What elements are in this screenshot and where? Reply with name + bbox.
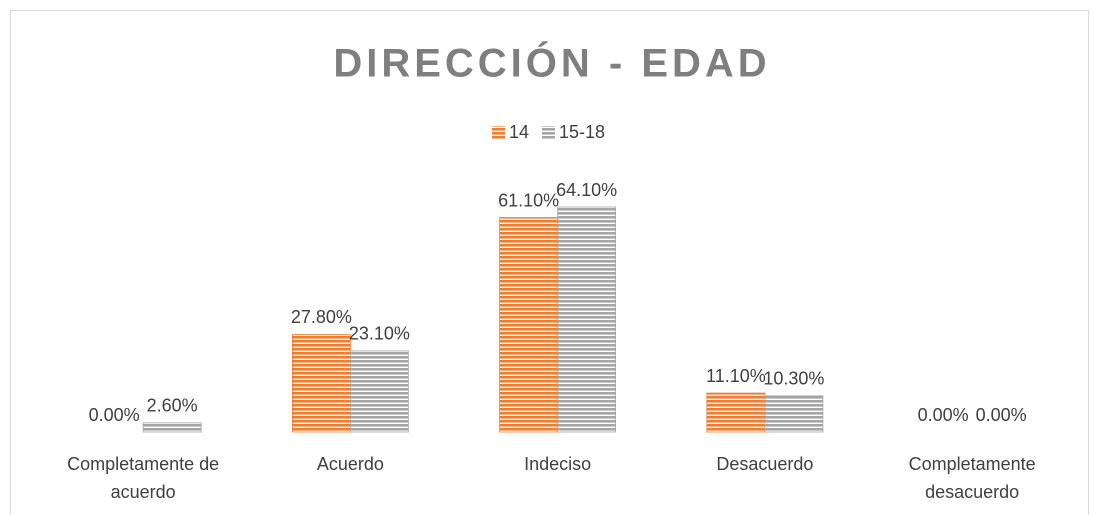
bar — [764, 395, 824, 433]
legend-label: 15-18 — [559, 122, 605, 142]
x-tick-label: Completamente desacuerdo — [908, 454, 1036, 502]
data-label: 0.00% — [918, 405, 969, 425]
legend-swatch — [542, 126, 555, 139]
data-label: 0.00% — [89, 405, 140, 425]
data-label: 64.10% — [556, 180, 617, 200]
legend-swatch — [492, 126, 505, 139]
data-label: 27.80% — [291, 307, 352, 327]
bar — [349, 350, 409, 433]
chart-frame — [10, 10, 1089, 515]
bar — [499, 217, 559, 433]
data-label: 61.10% — [498, 190, 559, 210]
x-tick-label: Desacuerdo — [716, 454, 814, 474]
bar — [706, 392, 766, 433]
bar — [557, 206, 617, 433]
data-label: 23.10% — [349, 324, 410, 344]
bar — [291, 334, 351, 433]
data-label: 2.60% — [147, 396, 198, 416]
bar — [142, 422, 202, 433]
data-label: 11.10% — [706, 366, 766, 386]
x-tick-label: Completamente de acuerdo — [67, 454, 220, 502]
legend-label: 14 — [509, 122, 529, 142]
x-tick-label: Indeciso — [524, 454, 592, 474]
x-tick-label: Acuerdo — [316, 454, 384, 474]
data-label: 10.30% — [763, 369, 824, 389]
chart-title: DIRECCIÓN - EDAD — [333, 40, 770, 86]
data-label: 0.00% — [976, 405, 1027, 425]
